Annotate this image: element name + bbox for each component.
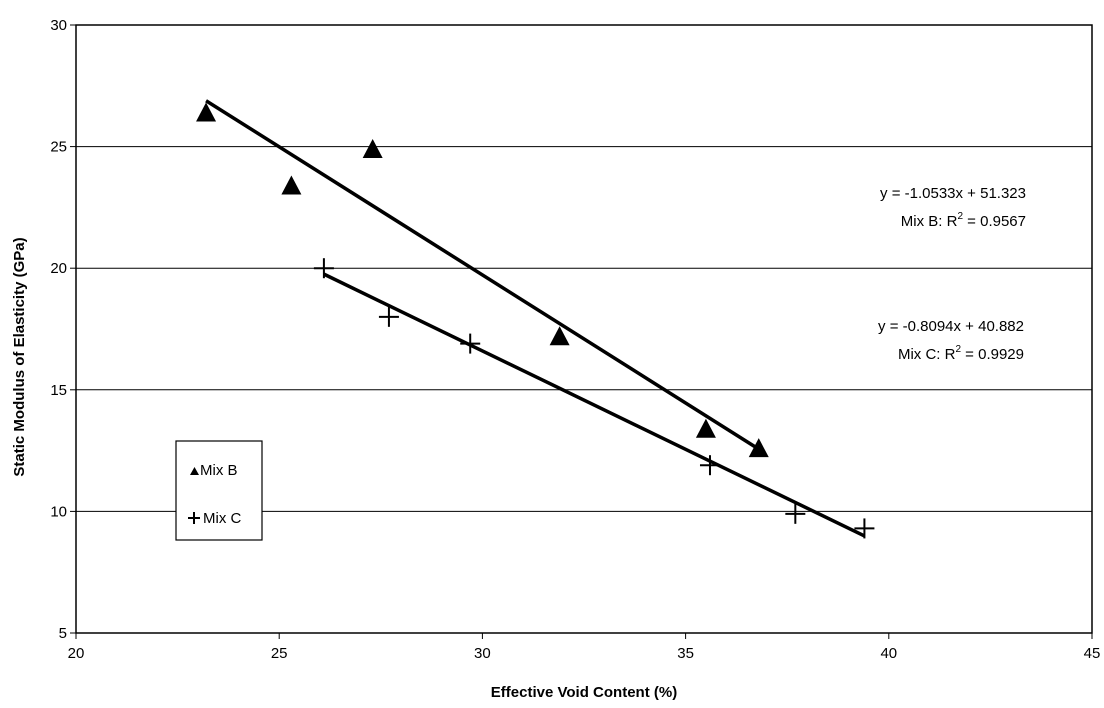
mix-c-r-squared: Mix C: R2 = 0.9929 — [898, 344, 1024, 363]
mix-b-r2-value: = 0.9567 — [963, 213, 1026, 230]
mix-c-point — [460, 333, 481, 354]
mix-c-equation: y = -0.8094x + 40.882 — [878, 318, 1024, 335]
legend-box — [175, 440, 263, 541]
y-axis-title: Static Modulus of Elasticity (GPa) — [11, 237, 28, 476]
y-tick-label: 10 — [50, 503, 67, 520]
mix-c-r2-superscript: 2 — [955, 344, 961, 355]
x-tick-label: 25 — [271, 645, 288, 662]
mix-b-point — [196, 102, 217, 122]
mix-b-point — [748, 438, 769, 458]
data-points — [196, 102, 875, 539]
plot-area-border — [75, 24, 1093, 634]
mix-c-point — [378, 306, 399, 327]
mix-c-point — [854, 518, 875, 539]
mix-b-point — [695, 418, 716, 438]
y-tick-label: 5 — [59, 625, 67, 642]
x-axis-title: Effective Void Content (%) — [491, 684, 677, 701]
mix-c-point — [313, 258, 334, 279]
x-tick-label: 40 — [880, 645, 897, 662]
mix-b-r-squared: Mix B: R2 = 0.9567 — [901, 211, 1026, 230]
y-tick-label: 25 — [50, 139, 67, 156]
x-tick-label: 20 — [68, 645, 85, 662]
x-axis-ticks: 20 25 30 35 40 45 — [68, 633, 1101, 662]
mix-c-point — [699, 455, 720, 476]
legend-triangle-marker — [190, 467, 199, 475]
trendlines — [205, 99, 866, 538]
legend-label-mix-c: Mix C — [203, 510, 241, 527]
mix-c-trendline-annotation: y = -0.8094x + 40.882 Mix C: R2 = 0.9929 — [878, 318, 1024, 363]
x-tick-label: 30 — [474, 645, 491, 662]
y-tick-label: 15 — [50, 382, 67, 399]
mix-c-point — [785, 503, 806, 524]
legend: Mix B Mix C — [175, 440, 263, 541]
mix-b-point — [549, 326, 570, 346]
y-axis-ticks: 5 10 15 20 25 30 — [50, 17, 76, 642]
mix-c-r2-value: = 0.9929 — [961, 346, 1024, 363]
mix-b-equation: y = -1.0533x + 51.323 — [880, 185, 1026, 202]
y-tick-label: 20 — [50, 260, 67, 277]
y-tick-label: 30 — [50, 17, 67, 34]
mix-c-r2-prefix: Mix C: R — [898, 346, 956, 363]
legend-label-mix-b: Mix B — [200, 462, 238, 479]
x-tick-label: 45 — [1084, 645, 1101, 662]
mix-c-trendline — [323, 272, 866, 538]
mix-b-trendline — [205, 99, 760, 451]
x-tick-label: 35 — [677, 645, 694, 662]
legend-plus-marker — [188, 512, 200, 524]
mix-b-point — [281, 175, 302, 195]
mix-b-r2-superscript: 2 — [957, 211, 963, 222]
mix-b-trendline-annotation: y = -1.0533x + 51.323 Mix B: R2 = 0.9567 — [880, 185, 1026, 230]
mix-b-point — [362, 139, 383, 159]
mix-b-r2-prefix: Mix B: R — [901, 213, 958, 230]
